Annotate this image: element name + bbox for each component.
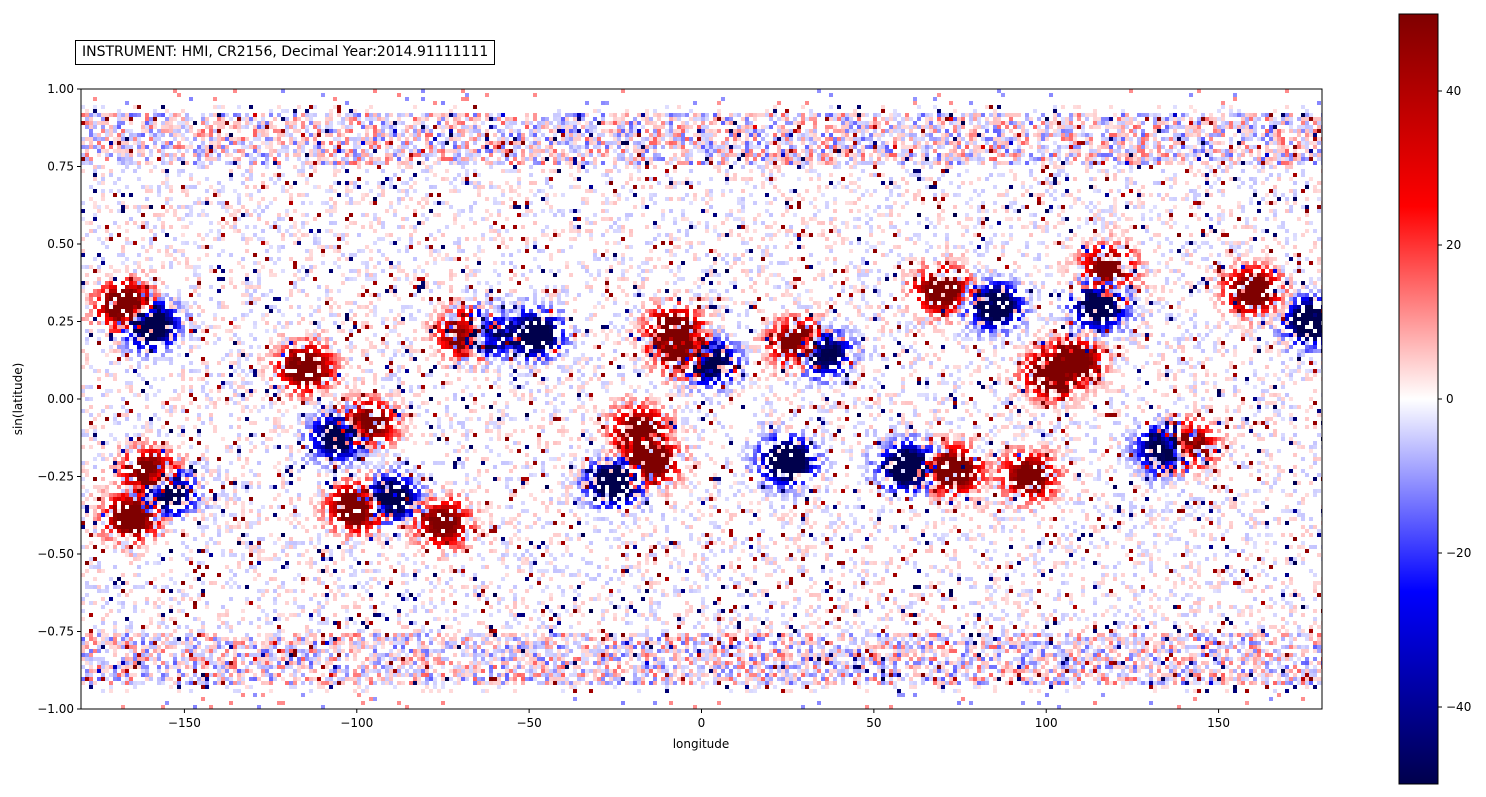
heatmap-cells-270: [161, 125, 1045, 489]
heatmap-cells-746: [185, 493, 189, 497]
heatmap-cells-693: [709, 349, 713, 353]
y-tick-label: −1.00: [37, 702, 74, 716]
x-tick-label: 150: [1207, 716, 1230, 730]
x-axis-label: longitude: [673, 737, 730, 751]
heatmap-cells-71: [85, 113, 1322, 681]
y-tick-label: 0.25: [47, 315, 74, 329]
heatmap-cells-710: [841, 369, 845, 373]
plot-area: [80, 88, 1323, 710]
magnetogram-heatmap: [81, 89, 1322, 709]
colorbar-ticks: 40 20 0 −20 −40: [1438, 84, 1471, 714]
colorbar-tick-label: 20: [1446, 238, 1461, 252]
x-tick-label: 0: [698, 716, 706, 730]
x-tick-label: −100: [340, 716, 373, 730]
y-tick-label: −0.75: [37, 625, 74, 639]
heatmap-cells-741: [929, 481, 933, 485]
heatmap-cells-745: [965, 489, 969, 493]
heatmap-cells-63: [81, 109, 1321, 693]
heatmap-cells-705: [837, 365, 841, 369]
y-tick-label: 0.00: [47, 392, 74, 406]
y-axis: 1.00 0.75 0.50 0.25 0.00 −0.25 −0.50 −0.75 −1.00: [37, 82, 81, 716]
heatmap-cells-655: [173, 333, 177, 337]
heatmap-cells-715: [1065, 381, 1089, 385]
y-tick-label: −0.25: [37, 470, 74, 484]
heatmap-cells-744: [373, 489, 377, 493]
colorbar-tick-label: 0: [1446, 392, 1454, 406]
heatmap-cells-698: [497, 353, 501, 357]
heatmap-cells-669: [565, 337, 569, 341]
heatmap-cells-742: [637, 485, 641, 489]
heatmap-cells-747: [809, 657, 813, 661]
x-tick-label: 100: [1035, 716, 1058, 730]
y-tick-label: −0.50: [37, 547, 74, 561]
heatmap-cells-743: [881, 485, 885, 489]
heatmap-cells-627: [973, 321, 977, 325]
y-tick-label: 0.75: [47, 160, 74, 174]
colorbar-gradient: [1398, 13, 1439, 785]
x-tick-label: 50: [866, 716, 881, 730]
heatmap-cells-93: [93, 113, 1322, 685]
colorbar: 40 20 0 −20 −40: [1398, 13, 1471, 785]
heatmap-cells-738: [929, 469, 933, 473]
colorbar-tick-label: 40: [1446, 84, 1461, 98]
x-axis: −150 −100 −50 0 50 100 150: [168, 709, 1230, 730]
heatmap-cells-735: [345, 453, 349, 457]
x-tick-label: −50: [516, 716, 541, 730]
heatmap-cells-739: [1145, 469, 1149, 473]
heatmap-cells-188: [93, 117, 1317, 681]
y-tick-label: 0.50: [47, 237, 74, 251]
heatmap-cells-43: [85, 105, 1322, 693]
heatmap-cells-552: [161, 305, 165, 309]
y-tick-label: 1.00: [47, 82, 74, 96]
x-tick-label: −150: [168, 716, 201, 730]
heatmap-cells-185: [169, 117, 1177, 685]
heatmap-cells-689: [497, 349, 501, 353]
chart-title: INSTRUMENT: HMI, CR2156, Decimal Year:20…: [75, 40, 496, 65]
colorbar-tick-label: −20: [1446, 546, 1471, 560]
colorbar-tick-label: −40: [1446, 700, 1471, 714]
y-axis-label: sin(latitude): [11, 363, 25, 436]
